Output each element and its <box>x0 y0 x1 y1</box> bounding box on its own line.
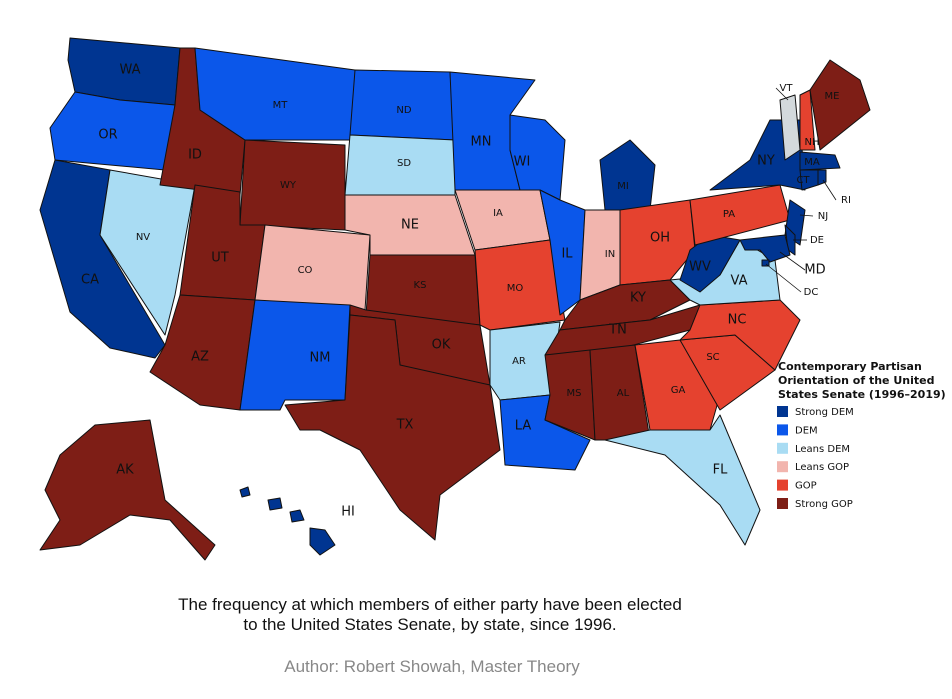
state-label: VA <box>731 274 748 289</box>
state-label: ID <box>188 148 202 163</box>
state-shape <box>604 414 761 546</box>
legend-label: Leans GOP <box>795 462 849 473</box>
state-label: LA <box>515 419 532 434</box>
state-label: NH <box>805 137 820 148</box>
state-label: FL <box>713 463 728 478</box>
state-label: AZ <box>191 350 209 365</box>
legend-swatch <box>777 479 788 491</box>
legend-label: DEM <box>795 425 818 436</box>
state-label: CO <box>298 265 313 276</box>
caption: to the United States Senate, by state, s… <box>243 615 616 634</box>
state-label: NC <box>728 313 747 328</box>
state-label: KS <box>414 280 427 291</box>
leader-line <box>799 214 814 217</box>
state-label: GA <box>671 385 686 396</box>
state-label: MT <box>273 100 289 111</box>
state-shape <box>309 527 336 556</box>
state-shape <box>799 89 816 151</box>
leader-line <box>775 87 789 101</box>
state-shape <box>39 419 216 561</box>
state-label: AK <box>116 463 134 478</box>
state-label: NY <box>757 154 775 169</box>
state-label: NJ <box>818 211 828 222</box>
state-label: VT <box>780 83 794 94</box>
state-shape <box>289 509 305 523</box>
caption: The frequency at which members of either… <box>178 595 682 614</box>
state-shape <box>474 239 566 331</box>
legend-label: Leans DEM <box>795 444 850 455</box>
state-shape <box>799 151 841 171</box>
leader-line <box>779 251 806 271</box>
state-label: RI <box>841 195 851 206</box>
state-label: NE <box>401 218 419 233</box>
state-label: AR <box>512 356 526 367</box>
state-label: MA <box>804 157 820 168</box>
legend-swatch <box>777 442 788 454</box>
legend-label: Strong GOP <box>795 499 853 510</box>
state-label: DC <box>804 287 819 298</box>
state-shape <box>267 497 283 511</box>
state-label: OH <box>650 231 670 246</box>
state-label: WY <box>280 180 297 191</box>
state-label: PA <box>723 209 735 220</box>
state-label: TX <box>396 418 414 433</box>
legend-title: States Senate (1996–2019) <box>778 388 946 401</box>
legend-swatch <box>777 424 788 436</box>
state-shape <box>544 349 596 441</box>
legend-swatch <box>777 498 788 509</box>
state-label: MN <box>471 135 492 150</box>
state-label: OR <box>98 128 117 143</box>
state-label: MS <box>567 388 582 399</box>
state-label: WA <box>119 63 140 78</box>
legend-swatch <box>777 406 788 417</box>
state-shape <box>599 139 656 211</box>
state-shape <box>239 486 251 498</box>
legend-label: GOP <box>795 481 817 492</box>
state-label: AL <box>617 388 630 399</box>
state-label: KY <box>630 291 646 306</box>
state-label: DE <box>810 235 824 246</box>
state-label: CA <box>81 273 99 288</box>
state-shape <box>284 314 501 541</box>
state-label: SD <box>397 158 411 169</box>
legend-title: Contemporary Partisan <box>778 360 922 373</box>
state-label: MI <box>617 181 629 192</box>
state-label: IA <box>493 208 503 219</box>
state-shape <box>239 299 351 411</box>
state-label: HI <box>341 505 355 520</box>
state-shape <box>254 224 371 311</box>
state-label: CT <box>796 175 810 186</box>
leader-line <box>765 263 802 293</box>
state-label: IL <box>561 247 573 262</box>
state-label: ND <box>396 105 411 116</box>
state-shape <box>194 47 356 141</box>
author: Author: Robert Showah, Master Theory <box>284 657 580 676</box>
legend-label: Strong DEM <box>795 407 854 418</box>
state-label: MO <box>507 283 524 294</box>
state-label: SC <box>706 352 719 363</box>
state-label: IN <box>605 249 615 260</box>
legend-swatch <box>777 461 788 473</box>
state-shape <box>634 339 721 431</box>
state-shape <box>739 234 791 263</box>
legend-title: Orientation of the United <box>778 374 934 387</box>
leader-line <box>822 179 837 201</box>
state-label: WI <box>514 155 531 170</box>
state-label: NM <box>310 351 331 366</box>
state-label: NV <box>136 232 150 243</box>
state-label: WV <box>689 260 711 275</box>
state-shape <box>809 59 871 151</box>
state-label: MD <box>804 263 825 278</box>
state-label: TN <box>608 323 627 338</box>
state-label: UT <box>211 251 229 266</box>
state-label: ME <box>825 91 840 102</box>
state-label: OK <box>432 338 451 353</box>
